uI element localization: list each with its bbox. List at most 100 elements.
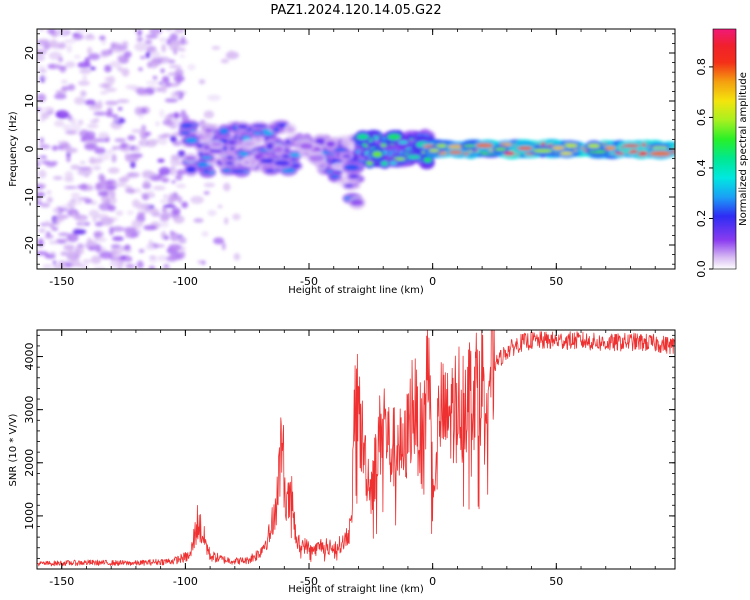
spectrogram-cell	[117, 66, 124, 72]
y-tick-label: -20	[23, 236, 36, 254]
spectrogram-cell	[111, 226, 125, 232]
spectrogram-cell	[98, 132, 109, 140]
spectrogram-cell	[143, 225, 158, 231]
spectrogram-cell	[37, 251, 49, 256]
spectrogram-cell	[99, 35, 106, 41]
spectrogram-y-label: Frequency (Hz)	[8, 111, 19, 187]
spectrogram-cell	[38, 169, 47, 179]
colorbar-tick-label: 0.4	[695, 159, 708, 177]
spectrogram-cell	[110, 190, 116, 199]
spectrogram-cell	[274, 146, 283, 153]
spectrogram-cell	[54, 264, 68, 269]
spectrogram-cell	[77, 184, 88, 190]
spectrogram-cell	[341, 154, 352, 159]
spectrogram-cell	[286, 126, 295, 133]
spectrogram-cell	[174, 68, 184, 78]
spectrogram-cell	[130, 161, 136, 169]
spectrogram-cell	[168, 243, 182, 251]
colorbar-label: Normalized spectral amplitude	[738, 72, 749, 226]
spectrogram-cell	[49, 222, 55, 229]
spectrogram-cell	[107, 204, 116, 212]
spectrogram-cell	[168, 64, 182, 69]
spectrogram-cell	[333, 164, 345, 168]
x-tick-label: 0	[429, 575, 436, 588]
y-tick-label: 0	[23, 146, 36, 153]
spectrogram-cell	[494, 147, 507, 151]
x-tick-label: 0	[429, 275, 436, 288]
spectrogram-cell	[164, 98, 179, 103]
spectrogram-cell	[111, 114, 119, 119]
spectrogram-cell	[106, 107, 113, 116]
spectrogram-cell	[79, 218, 86, 227]
spectrogram-cell	[77, 80, 90, 86]
y-tick-label: 3000	[23, 396, 36, 424]
spectrogram-cell	[70, 164, 80, 170]
spectrogram-cell	[60, 79, 68, 84]
spectrogram-cell	[146, 139, 161, 144]
spectrogram-cell	[159, 109, 165, 118]
spectrogram-cell	[53, 218, 64, 223]
spectrogram-cell	[552, 146, 565, 150]
spectrogram-cell	[100, 175, 106, 184]
spectrogram-cell	[517, 146, 533, 151]
spectrogram-cell	[253, 131, 262, 135]
spectrogram-cell	[203, 169, 210, 173]
spectrogram-cell	[157, 255, 168, 262]
spectrogram-cell	[475, 143, 494, 148]
spectrogram-cell	[52, 260, 57, 265]
spectrogram-cell	[138, 203, 151, 209]
spectrogram-cell	[181, 114, 190, 123]
spectrogram-cell	[136, 229, 142, 234]
spectrogram-cell	[125, 84, 139, 90]
spectrogram-cell	[37, 192, 45, 196]
spectrogram-cell	[97, 190, 109, 197]
spectrogram-cell	[55, 66, 68, 70]
colorbar-tick-label: 0.8	[695, 58, 708, 76]
spectrogram-cell	[85, 131, 96, 140]
spectrogram-cell	[67, 114, 73, 121]
spectrogram-cell	[423, 157, 432, 163]
spectrogram-cell	[173, 215, 185, 224]
spectrogram-cell	[80, 137, 87, 143]
spectrogram-cell	[170, 92, 182, 98]
spectrogram-cell	[193, 218, 204, 223]
spectrogram-cell	[185, 137, 198, 144]
spectrogram-cell	[428, 148, 440, 153]
spectrogram-cell	[82, 263, 89, 269]
spectrogram-cell	[138, 67, 143, 71]
spectrogram-cell	[159, 199, 168, 204]
spectrogram-cell	[152, 185, 166, 191]
spectrogram-cell	[325, 170, 334, 174]
spectrogram-cell	[142, 180, 151, 188]
spectrogram-cell	[80, 90, 87, 97]
spectrogram-cell	[532, 148, 554, 153]
spectrogram-cell	[156, 221, 170, 228]
spectrogram-cell	[55, 90, 62, 95]
spectrogram-cell	[177, 47, 186, 52]
spectrogram-cell	[112, 249, 118, 256]
spectrogram-cell	[213, 237, 225, 245]
spectrogram-cell	[39, 118, 46, 122]
snr-x-label: Height of straight line (km)	[288, 584, 424, 595]
spectrogram-cell	[273, 127, 280, 132]
spectrogram-cell	[54, 120, 65, 127]
spectrogram-cell	[88, 209, 100, 218]
spectrogram-cell	[162, 204, 176, 208]
x-tick-label: -50	[300, 575, 318, 588]
spectrogram-cell	[110, 244, 122, 249]
spectrogram-cell	[131, 219, 144, 229]
spectrogram-cell	[50, 161, 58, 165]
spectrogram-cell	[38, 69, 48, 73]
spectrogram-cell	[380, 161, 389, 166]
spectrogram-cell	[177, 236, 187, 244]
spectrogram-cell	[159, 37, 167, 43]
spectrogram-cell	[203, 191, 210, 195]
spectrogram-cell	[387, 133, 402, 141]
spectrogram-cell	[170, 169, 177, 175]
spectrogram-cell	[161, 76, 170, 83]
spectrogram-cell	[163, 194, 168, 199]
spectrogram-cell	[137, 29, 142, 37]
x-tick-label: -150	[49, 275, 74, 288]
spectrogram-cell	[224, 217, 229, 225]
spectrogram-cell	[105, 100, 119, 106]
